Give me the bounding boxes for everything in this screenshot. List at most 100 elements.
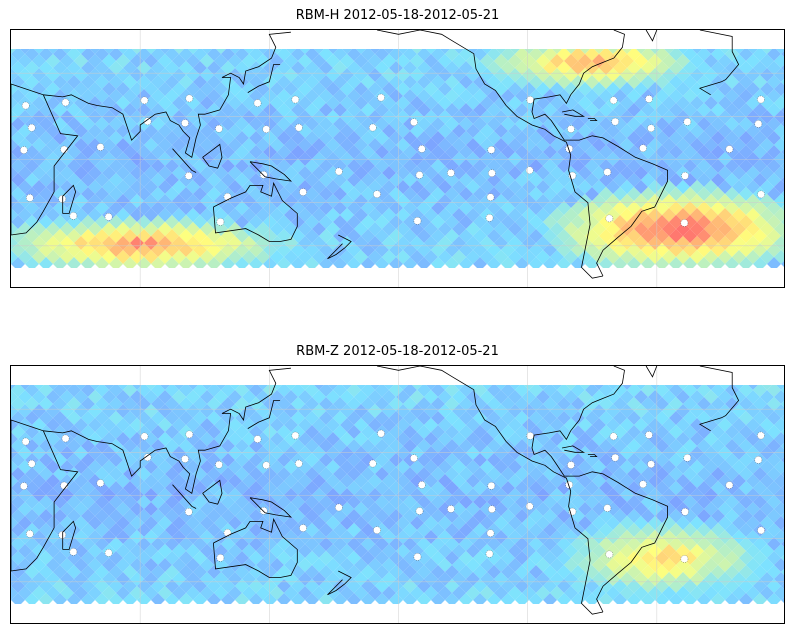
heatmap-cell xyxy=(774,572,784,586)
coastline xyxy=(43,31,291,158)
missing-data-dot xyxy=(447,169,455,177)
heatmap-cell xyxy=(221,593,235,607)
missing-data-dot xyxy=(61,434,70,443)
missing-data-dot xyxy=(143,453,152,462)
heatmap-cell xyxy=(11,586,18,600)
heatmap-cell xyxy=(515,593,529,607)
heatmap-cell xyxy=(11,390,18,404)
heatmap-cell xyxy=(25,257,39,271)
heatmap-cell xyxy=(501,257,515,271)
missing-data-dot xyxy=(27,459,36,468)
heatmap-cell xyxy=(249,593,263,607)
missing-data-dot xyxy=(418,145,426,153)
heatmap-cell xyxy=(781,569,784,575)
missing-data-dot xyxy=(565,481,573,489)
heatmap-cell xyxy=(137,257,151,271)
missing-data-dot xyxy=(373,190,381,199)
missing-data-dot xyxy=(680,219,689,227)
missing-data-dot xyxy=(681,507,689,516)
heatmap-cell xyxy=(431,593,445,607)
missing-data-dot xyxy=(69,212,78,220)
heatmap-cell xyxy=(585,593,599,607)
coastline xyxy=(11,83,79,236)
heatmap-cell xyxy=(305,593,319,607)
heatmap-cell xyxy=(767,257,781,271)
heatmap-cell xyxy=(781,107,784,113)
missing-data-dot xyxy=(58,531,67,539)
heatmap-cell xyxy=(81,593,95,607)
heatmap-cell xyxy=(781,149,784,155)
missing-data-dot xyxy=(757,526,765,535)
missing-data-dot xyxy=(415,171,424,179)
heatmap-cell xyxy=(459,593,473,607)
missing-data-dot xyxy=(683,454,692,462)
missing-data-dot xyxy=(415,507,424,515)
heatmap-rbm-h xyxy=(11,30,784,287)
heatmap-cell xyxy=(501,593,515,607)
missing-data-dot xyxy=(410,118,418,127)
missing-data-dot xyxy=(140,432,149,441)
heatmap-cell xyxy=(53,593,67,607)
missing-data-dot xyxy=(488,169,496,177)
heatmap-cell xyxy=(431,257,445,271)
heatmap-cell xyxy=(781,471,784,477)
coastline xyxy=(62,184,77,214)
heatmap-cell xyxy=(151,257,165,271)
coastline xyxy=(202,479,223,505)
heatmap-cell xyxy=(151,593,165,607)
missing-data-dot xyxy=(605,550,614,559)
coastline xyxy=(172,484,197,509)
heatmap-cell xyxy=(11,593,25,607)
heatmap-cell xyxy=(207,593,221,607)
heatmap-cell xyxy=(781,527,784,533)
heatmap-cell xyxy=(655,257,669,271)
missing-data-dot xyxy=(410,454,418,463)
heatmap-cell xyxy=(781,457,784,463)
heatmap-cell xyxy=(109,593,123,607)
heatmap-cell xyxy=(291,593,305,607)
missing-data-dot xyxy=(413,217,422,225)
coastline xyxy=(698,366,740,432)
missing-data-dot xyxy=(253,435,262,443)
missing-data-dot xyxy=(96,479,105,487)
heatmap-cell xyxy=(11,418,18,432)
missing-data-dot xyxy=(185,94,194,103)
coastline xyxy=(531,366,668,613)
missing-data-dot xyxy=(295,123,303,132)
heatmap-cell xyxy=(739,257,753,271)
heatmap-cell xyxy=(697,257,711,271)
heatmap-cell xyxy=(11,54,18,68)
heatmap-cell xyxy=(781,401,784,407)
heatmap-cell xyxy=(613,593,627,607)
missing-data-dot xyxy=(647,460,655,469)
heatmap-cell xyxy=(781,65,784,71)
missing-data-dot xyxy=(291,95,300,104)
missing-data-dot xyxy=(488,505,496,513)
missing-data-dot xyxy=(223,192,232,201)
heatmap-cell xyxy=(11,572,18,586)
heatmap-cell xyxy=(781,219,784,225)
heatmap-cell xyxy=(53,257,67,271)
missing-data-dot xyxy=(61,98,70,107)
heatmap-cell xyxy=(557,257,571,271)
coastline xyxy=(43,367,291,494)
missing-data-dot xyxy=(335,503,343,512)
coastline xyxy=(698,30,740,96)
missing-data-dot xyxy=(639,480,647,489)
missing-data-dot xyxy=(262,125,271,134)
missing-data-dot xyxy=(486,193,495,201)
heatmap-cell xyxy=(774,502,784,516)
heatmap-cell xyxy=(599,593,613,607)
heatmap-cell xyxy=(473,593,487,607)
heatmap-cell xyxy=(235,257,249,271)
heatmap-cell xyxy=(781,93,784,99)
heatmap-cell xyxy=(95,593,109,607)
heatmap-cell xyxy=(529,593,543,607)
missing-data-dot xyxy=(486,529,495,537)
heatmap-cell xyxy=(11,460,18,474)
heatmap-cell xyxy=(179,593,193,607)
heatmap-cell xyxy=(11,124,18,138)
heatmap-cell xyxy=(683,257,697,271)
heatmap-cell xyxy=(774,138,784,152)
heatmap-cell xyxy=(11,446,18,460)
